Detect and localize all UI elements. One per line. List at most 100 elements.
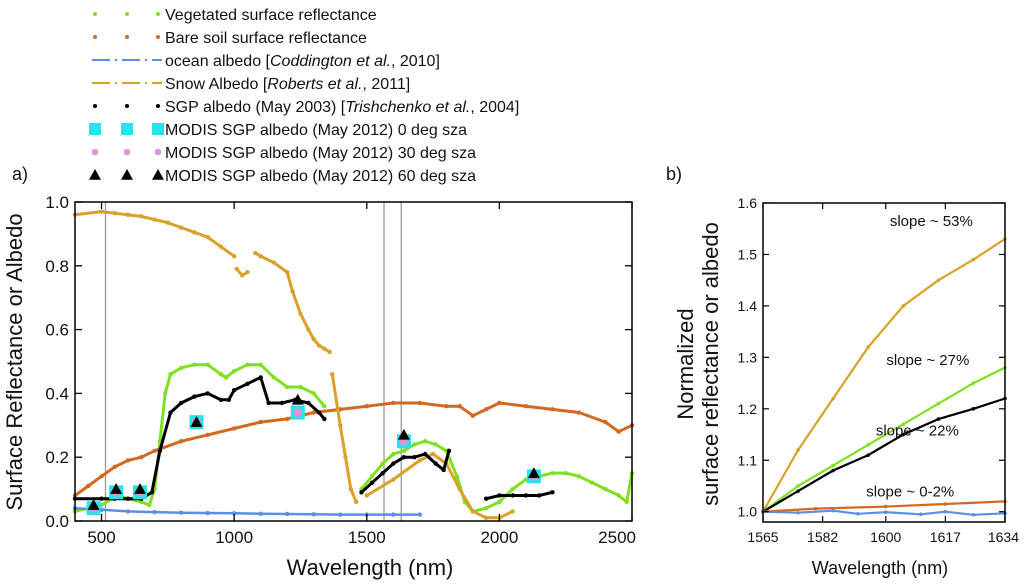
legend-marker — [89, 123, 101, 135]
panel-b-point-sgp — [901, 432, 906, 437]
y-tick-label: 0.4 — [45, 384, 69, 403]
x-tick-label: 2500 — [598, 528, 636, 547]
series-line-snow — [365, 452, 515, 520]
slope-annotation: slope ~ 27% — [886, 352, 969, 369]
data-point-ocean — [258, 511, 263, 516]
legend: Vegetated surface reflectance Bare soil s… — [89, 7, 519, 185]
panel-b-y-tick-label: 1.2 — [738, 401, 758, 417]
data-point-snow — [343, 455, 348, 460]
data-point-snow — [165, 220, 171, 225]
series-soil — [72, 400, 635, 498]
data-point-sgp — [168, 410, 173, 415]
data-point-sgp — [441, 467, 446, 473]
series-line-sgp — [484, 490, 554, 501]
data-point-sgp — [359, 490, 364, 495]
panel-b-point-veg — [971, 381, 976, 385]
panel-a-axes-frame — [74, 201, 633, 522]
data-point-veg — [497, 499, 502, 505]
data-point-sgp — [536, 493, 542, 498]
data-point-snow — [330, 372, 335, 377]
data-point-snow — [245, 269, 250, 275]
data-point-sgp — [322, 416, 327, 422]
data-point-veg — [576, 474, 582, 479]
legend-marker — [123, 148, 131, 156]
data-point-snow — [178, 225, 184, 230]
data-point-snow — [338, 423, 343, 428]
data-point-soil — [550, 407, 555, 412]
series-line-snow — [330, 372, 358, 504]
panel-b-y-tick-label: 1.5 — [738, 246, 758, 262]
data-point-veg — [223, 375, 229, 380]
panel-b-point-veg — [936, 401, 941, 406]
data-point-ocean — [205, 510, 210, 516]
data-point-ocean — [178, 510, 184, 515]
panel-b-axes-frame — [762, 202, 1006, 523]
y-tick-label: 0.8 — [45, 257, 69, 276]
legend-marker — [89, 169, 101, 180]
data-point-veg — [205, 362, 210, 367]
data-point-veg — [168, 372, 173, 377]
legend-symbol — [89, 123, 164, 135]
data-point-ocean — [152, 509, 157, 515]
data-point-snow — [258, 254, 263, 259]
panel-b: b) 1565 1582 1600 1617 1634 1.0 1.1 1.2 1.3 1.4 1.… — [666, 164, 1019, 578]
data-point-sgp — [433, 461, 438, 466]
data-point-sgp — [205, 391, 210, 396]
markers-modis60 — [87, 393, 540, 510]
data-point-snow — [430, 451, 436, 457]
panel-b-series-ocean — [761, 508, 1007, 517]
data-point-sgp — [316, 410, 322, 415]
data-point-soil — [178, 439, 184, 444]
data-point-sgp — [149, 490, 155, 495]
panel-b-point-snow — [971, 257, 976, 262]
data-point-sgp — [523, 493, 529, 498]
data-point-snow — [306, 327, 311, 332]
data-point-sgp — [306, 400, 311, 406]
data-point-snow — [417, 458, 423, 463]
data-point-soil — [603, 419, 608, 425]
panel-b-line-sgp — [762, 397, 1006, 513]
panel-b-point-ocean — [919, 512, 923, 517]
data-point-veg — [550, 470, 555, 476]
data-point-veg — [624, 499, 629, 505]
legend-marker — [154, 148, 162, 156]
legend-label: MODIS SGP albedo (May 2012) 30 deg sza — [165, 145, 476, 162]
y-tick-label: 0.0 — [45, 512, 69, 531]
data-point-sgp — [497, 493, 502, 498]
marker-modis60 — [527, 467, 540, 478]
panel-b-point-veg — [901, 422, 906, 427]
data-point-veg — [590, 480, 595, 485]
data-point-sgp — [380, 470, 385, 476]
data-point-ocean — [284, 511, 290, 517]
panel-b-point-snow — [831, 396, 835, 401]
marker-modis60 — [291, 393, 304, 405]
data-point-veg — [401, 448, 407, 454]
legend-item: ocean albedo [Coddington et al., 2010] — [92, 53, 440, 70]
y-tick-label: 1.0 — [45, 193, 69, 212]
panel-b-x-tick-label: 1582 — [807, 529, 838, 545]
legend-marker — [152, 169, 164, 180]
data-point-soil — [444, 403, 449, 409]
data-point-soil — [616, 429, 621, 434]
data-point-veg — [139, 499, 144, 505]
legend-marker — [121, 123, 133, 135]
data-point-sgp — [369, 480, 375, 485]
data-point-snow — [271, 260, 277, 265]
panel-b-point-ocean — [831, 508, 835, 513]
data-point-snow — [284, 269, 290, 275]
panel-b-point-sgp — [831, 468, 835, 473]
data-point-soil — [470, 413, 476, 418]
data-point-soil — [391, 400, 396, 406]
y-tick-label: 0.6 — [45, 321, 69, 340]
data-point-veg — [162, 391, 168, 396]
panel-b-x-axis-label: Wavelength (nm) — [812, 558, 948, 578]
data-point-veg — [284, 384, 290, 390]
data-point-sgp — [483, 496, 489, 501]
x-tick-label: 1500 — [348, 528, 386, 547]
data-point-soil — [523, 403, 529, 409]
panel-b-label: b) — [666, 164, 682, 184]
panel-b-x-tick-label: 1600 — [870, 529, 901, 545]
data-point-sgp — [226, 397, 232, 402]
data-point-veg — [603, 486, 608, 492]
